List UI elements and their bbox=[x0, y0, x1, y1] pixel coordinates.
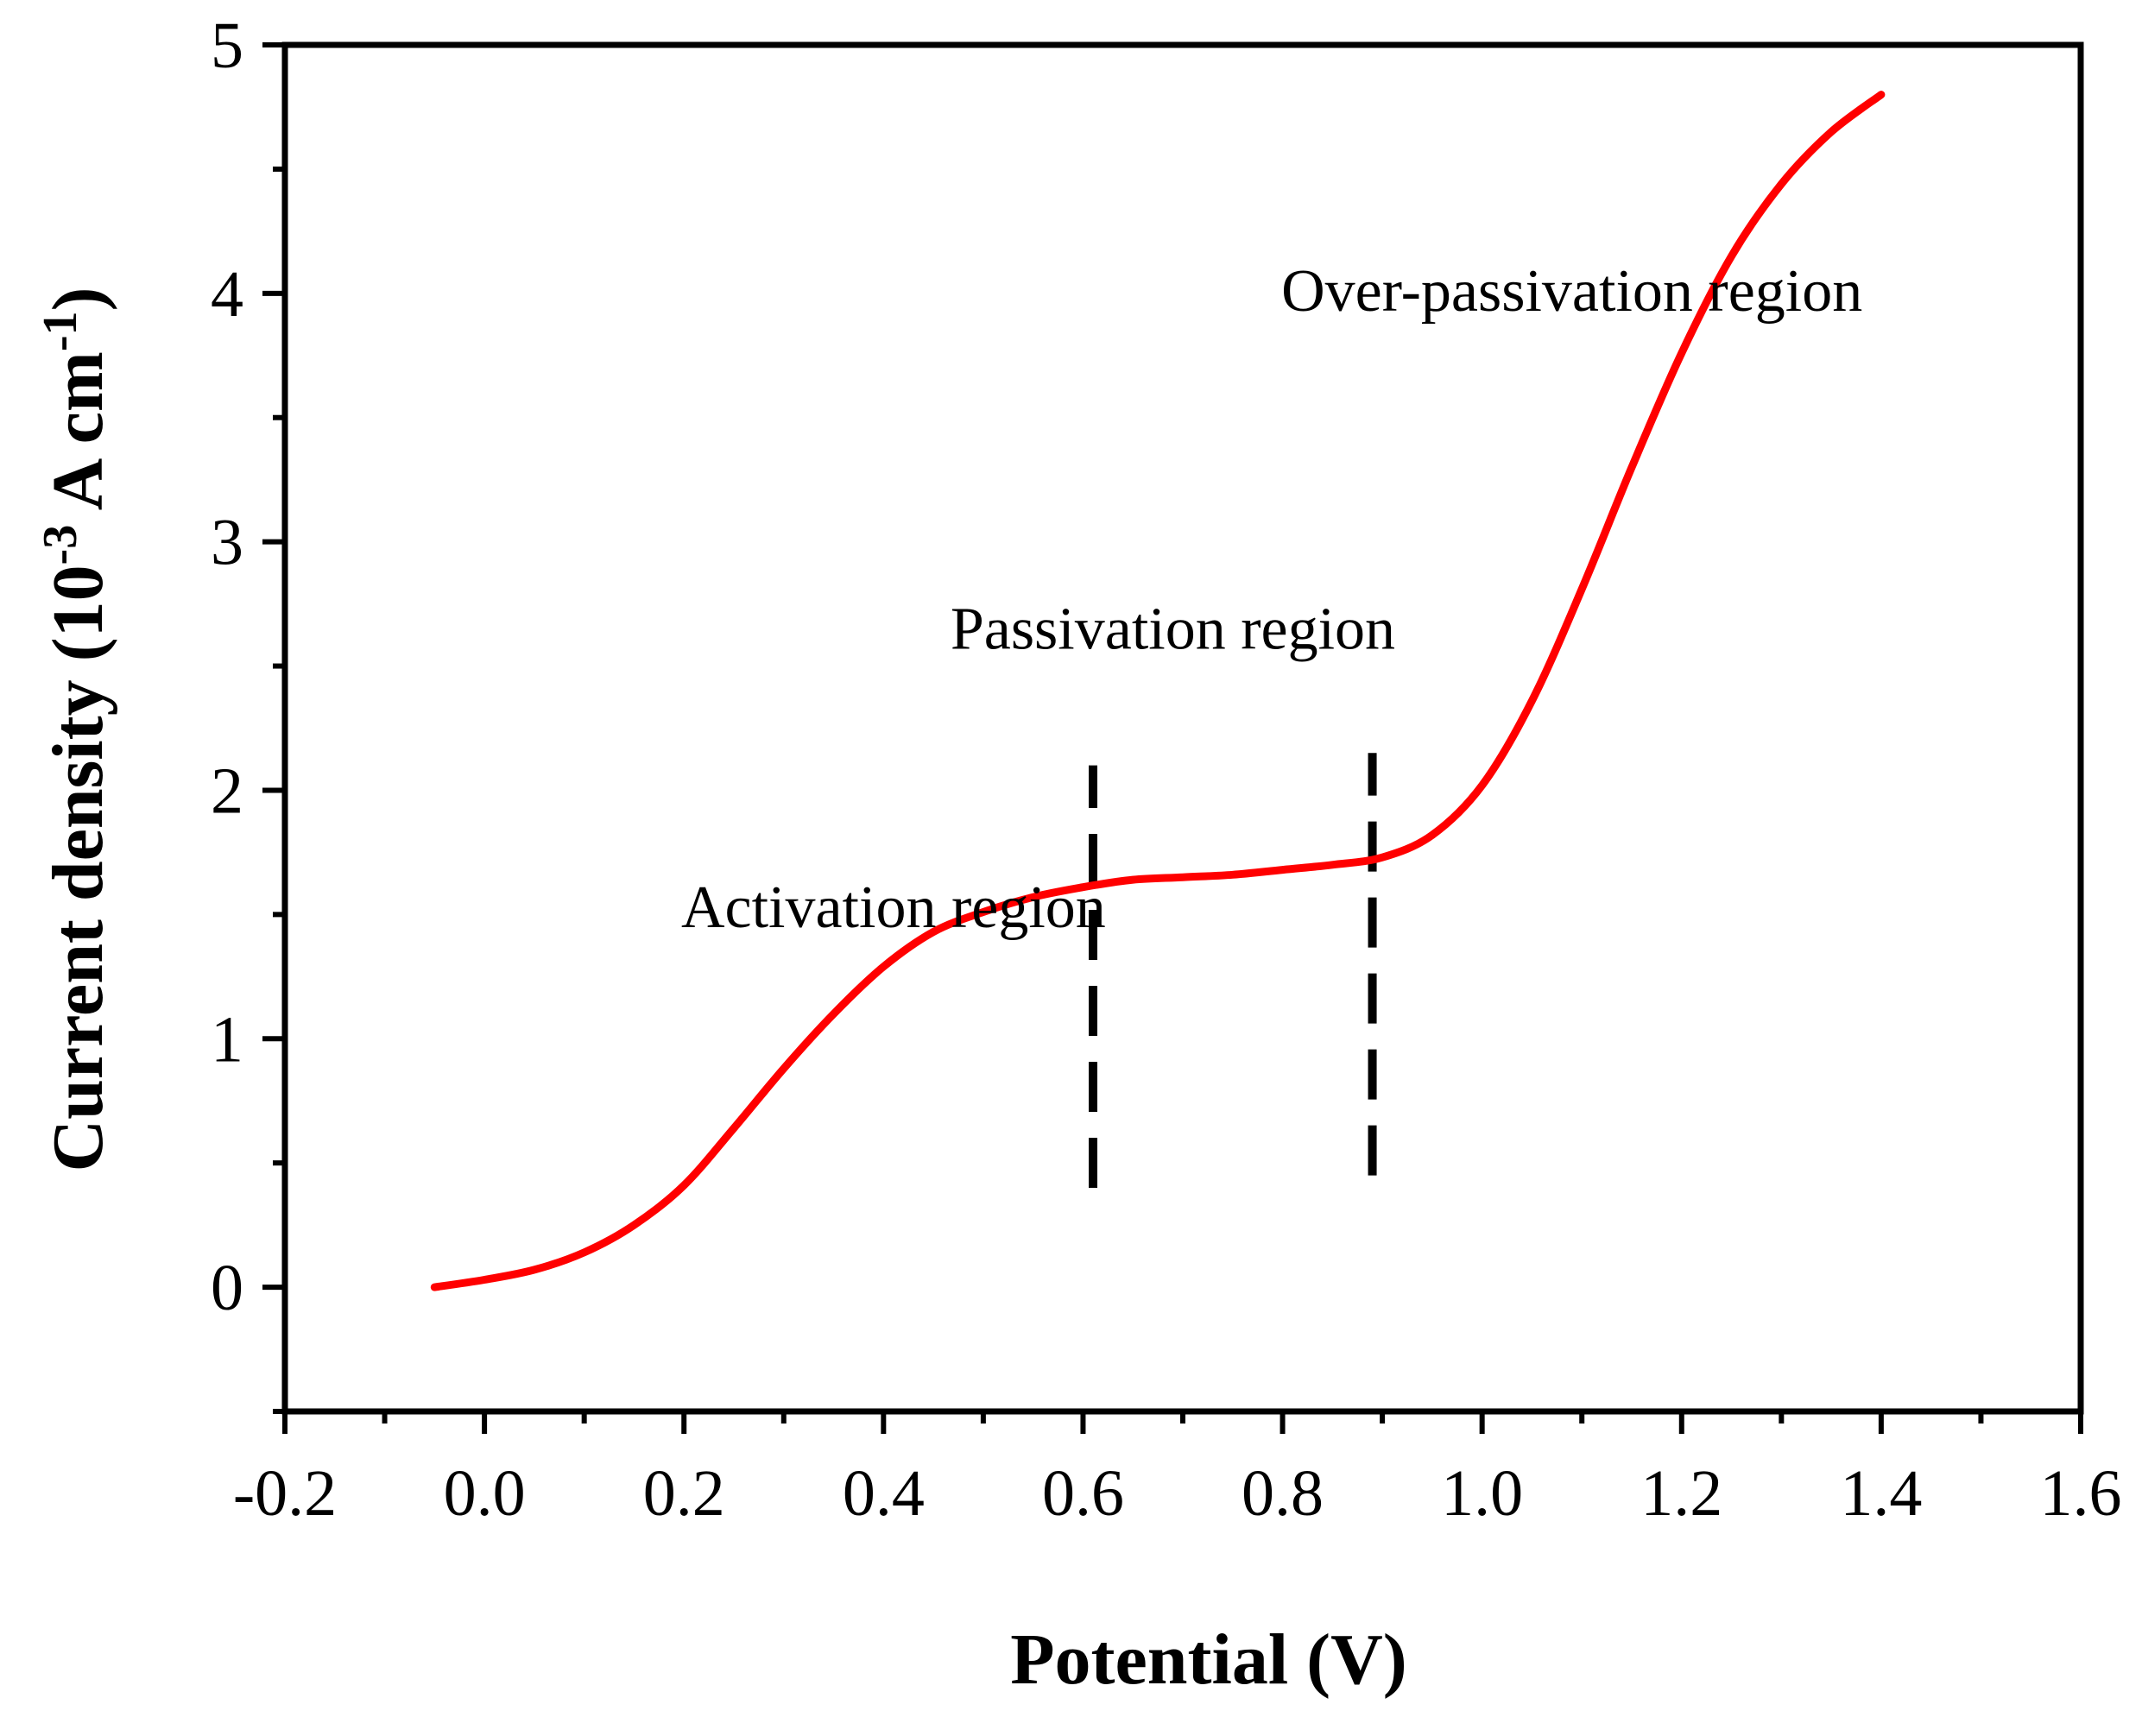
region-annotation-3: Over-passivation region bbox=[1281, 258, 1862, 325]
y-axis-title-suffix: ) bbox=[38, 287, 118, 311]
x-axis-title: Potential (V) bbox=[1010, 1619, 1407, 1700]
y-tick-label: 5 bbox=[211, 9, 243, 82]
y-axis-title-middle: A cm bbox=[38, 351, 118, 525]
x-tick-label: 0.4 bbox=[843, 1457, 925, 1530]
x-tick-label: 0.8 bbox=[1242, 1457, 1324, 1530]
x-tick-label: 1.2 bbox=[1640, 1457, 1722, 1530]
y-axis-title-exp2: -1 bbox=[34, 311, 87, 351]
y-tick-label: 0 bbox=[211, 1252, 243, 1324]
y-tick-label: 4 bbox=[211, 258, 243, 331]
x-tick-label: 1.4 bbox=[1840, 1457, 1922, 1530]
x-tick-label: 0.2 bbox=[643, 1457, 725, 1530]
y-tick-label: 3 bbox=[211, 507, 243, 579]
region-annotation-1: Activation region bbox=[681, 874, 1106, 941]
y-tick-label: 2 bbox=[211, 754, 243, 827]
y-tick-label: 1 bbox=[211, 1003, 243, 1076]
y-axis-title: Current density (10-3 A cm-1) bbox=[34, 287, 118, 1171]
y-axis-title-exp1: -3 bbox=[34, 525, 87, 565]
region-annotation-2: Passivation region bbox=[951, 596, 1395, 662]
x-tick-label: 1.6 bbox=[2040, 1457, 2122, 1530]
y-axis-title-prefix: Current density (10 bbox=[38, 565, 118, 1171]
x-tick-label: 1.0 bbox=[1441, 1457, 1523, 1530]
series-line-1 bbox=[430, 91, 1886, 1291]
plot-frame bbox=[281, 41, 2084, 1415]
x-tick-label: -0.2 bbox=[233, 1457, 337, 1530]
x-tick-label: 0.0 bbox=[444, 1457, 526, 1530]
x-tick-label: 0.6 bbox=[1042, 1457, 1124, 1530]
